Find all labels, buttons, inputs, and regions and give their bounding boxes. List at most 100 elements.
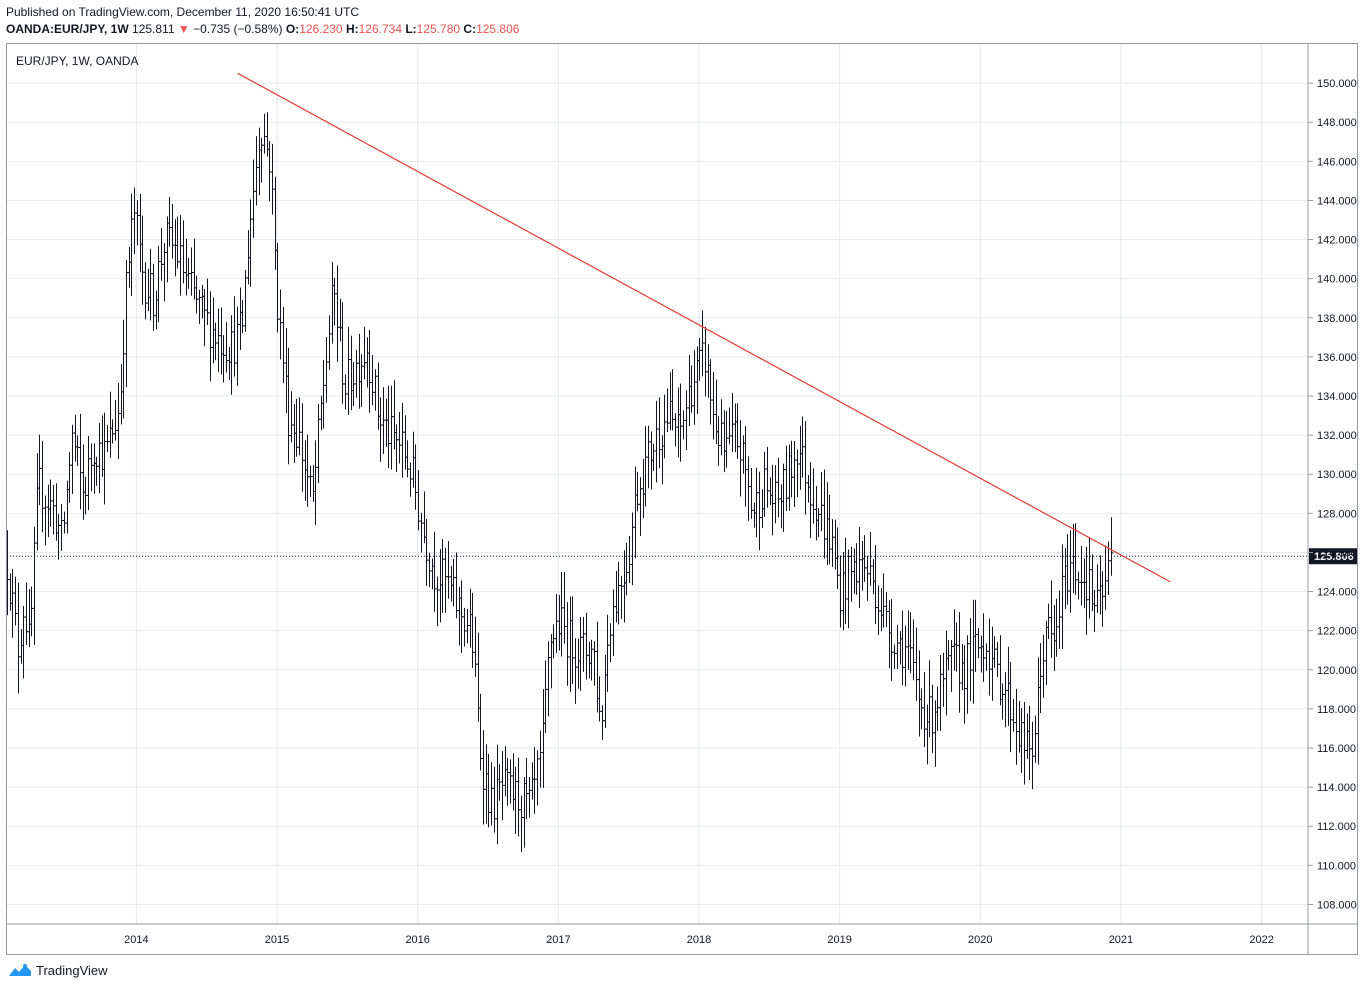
ohlc-bar bbox=[321, 359, 326, 429]
ohlc-bar bbox=[146, 268, 151, 312]
ohlc-bar bbox=[43, 495, 48, 546]
ohlc-bar bbox=[211, 297, 216, 364]
y-tick-label: 142.000 bbox=[1317, 235, 1357, 247]
ohlc-bar bbox=[624, 542, 629, 596]
ohlc-bar bbox=[860, 540, 865, 591]
ohlc-bar bbox=[495, 744, 500, 845]
ohlc-bar bbox=[917, 650, 922, 737]
ohlc-bar bbox=[830, 519, 835, 568]
ohlc-bar bbox=[208, 291, 213, 382]
price-chart[interactable]: 125.806 108.000 110.000 112.000 114.000 116.… bbox=[7, 44, 1357, 954]
ohlc-bar bbox=[622, 550, 627, 623]
ohlc-bar bbox=[119, 364, 124, 425]
ohlc-bar bbox=[957, 612, 962, 713]
ohlc-bar bbox=[156, 245, 161, 323]
ohlc-bar bbox=[608, 623, 613, 662]
ohlc-bar bbox=[914, 627, 919, 701]
y-tick-label: 132.000 bbox=[1317, 430, 1357, 442]
ohlc-bar bbox=[1076, 571, 1081, 600]
ohlc-bar bbox=[911, 619, 916, 681]
ohlc-bar bbox=[587, 641, 592, 679]
ohlc-bar bbox=[543, 660, 548, 733]
ohlc-bar bbox=[357, 333, 362, 409]
ohlc-bar bbox=[411, 431, 416, 488]
ohlc-bar bbox=[400, 402, 405, 478]
ohlc-bar bbox=[154, 290, 159, 330]
ohlc-bar bbox=[484, 744, 489, 824]
ohlc-bar bbox=[267, 140, 272, 202]
chart-frame[interactable]: 125.806 108.000 110.000 112.000 114.000 116.… bbox=[6, 43, 1358, 955]
ohlc-bar bbox=[719, 399, 724, 456]
tradingview-logo-icon bbox=[9, 964, 31, 976]
ohlc-bar bbox=[857, 526, 862, 609]
ohlc-bar bbox=[440, 539, 445, 613]
ohlc-bar bbox=[854, 543, 859, 595]
ohlc-bar bbox=[451, 558, 456, 607]
ohlc-bar bbox=[1003, 672, 1008, 728]
ohlc-bar bbox=[243, 270, 248, 332]
ohlc-bars bbox=[7, 112, 1114, 853]
ohlc-bar bbox=[1052, 605, 1057, 671]
ohlc-bar bbox=[1033, 715, 1038, 763]
ohlc-bar bbox=[660, 435, 665, 485]
ohlc-bar bbox=[110, 419, 115, 444]
ohlc-bar bbox=[46, 484, 51, 538]
ohlc-bar bbox=[862, 535, 867, 582]
ohlc-bar bbox=[235, 306, 240, 386]
ohlc-bar bbox=[887, 600, 892, 669]
ohlc-bar bbox=[562, 571, 567, 644]
last-price-badge bbox=[1309, 548, 1357, 565]
y-tick-label: 150.000 bbox=[1317, 78, 1357, 90]
ohlc-bar bbox=[1090, 554, 1095, 612]
ohlc-bar bbox=[67, 452, 72, 503]
ohlc-bar bbox=[927, 660, 932, 738]
ohlc-bar bbox=[1103, 545, 1108, 611]
ohlc-bar bbox=[192, 238, 197, 300]
ohlc-bar bbox=[89, 443, 94, 492]
ohlc-bar bbox=[284, 327, 289, 414]
ohlc-bar bbox=[524, 758, 529, 820]
ohlc-bar bbox=[1030, 721, 1035, 790]
ohlc-bar bbox=[568, 596, 573, 692]
ohlc-bar bbox=[94, 456, 99, 486]
symbol-label[interactable]: OANDA:EUR/JPY, 1W bbox=[6, 22, 129, 36]
ohlc-bar bbox=[29, 586, 34, 637]
ohlc-bar bbox=[40, 440, 45, 533]
ohlc-bar bbox=[827, 494, 832, 565]
overlays: 125.806 bbox=[7, 72, 1357, 583]
ohlc-bar bbox=[127, 246, 132, 288]
resistance-trendline[interactable] bbox=[237, 72, 1171, 583]
last-price: 125.811 bbox=[132, 22, 175, 36]
ohlc-bar bbox=[687, 355, 692, 426]
ohlc-bar bbox=[892, 644, 897, 670]
ohlc-bar bbox=[10, 568, 15, 638]
ohlc-bar bbox=[497, 764, 502, 801]
ohlc-bar bbox=[752, 502, 757, 528]
ohlc-bar bbox=[462, 607, 467, 647]
ohlc-bar bbox=[724, 411, 729, 468]
ohlc-bar bbox=[413, 444, 418, 510]
ohlc-bar bbox=[349, 335, 354, 411]
footer-brand[interactable]: TradingView bbox=[8, 962, 108, 978]
ohlc-bar bbox=[635, 471, 640, 512]
ohlc-bar bbox=[654, 400, 659, 483]
ohlc-bar bbox=[770, 464, 775, 536]
ohlc-bar bbox=[508, 759, 513, 804]
ohlc-bar bbox=[1092, 589, 1097, 633]
ohlc-bar bbox=[1000, 683, 1005, 720]
ohlc-bar bbox=[86, 435, 91, 511]
close-label: C: bbox=[463, 22, 477, 36]
x-tick-label: 2016 bbox=[405, 934, 429, 946]
ohlc-bar bbox=[684, 390, 689, 451]
ohlc-bar bbox=[903, 625, 908, 687]
ohlc-bar bbox=[730, 392, 735, 452]
ohlc-bar bbox=[789, 440, 794, 498]
ohlc-bar bbox=[62, 511, 67, 534]
ohlc-bar bbox=[965, 635, 970, 714]
ohlc-bar bbox=[73, 414, 78, 462]
ohlc-bar bbox=[129, 193, 134, 297]
ohlc-bar bbox=[386, 385, 391, 468]
ohlc-bar bbox=[900, 610, 905, 686]
ohlc-bar bbox=[324, 337, 329, 403]
ohlc-bar bbox=[1071, 524, 1076, 594]
